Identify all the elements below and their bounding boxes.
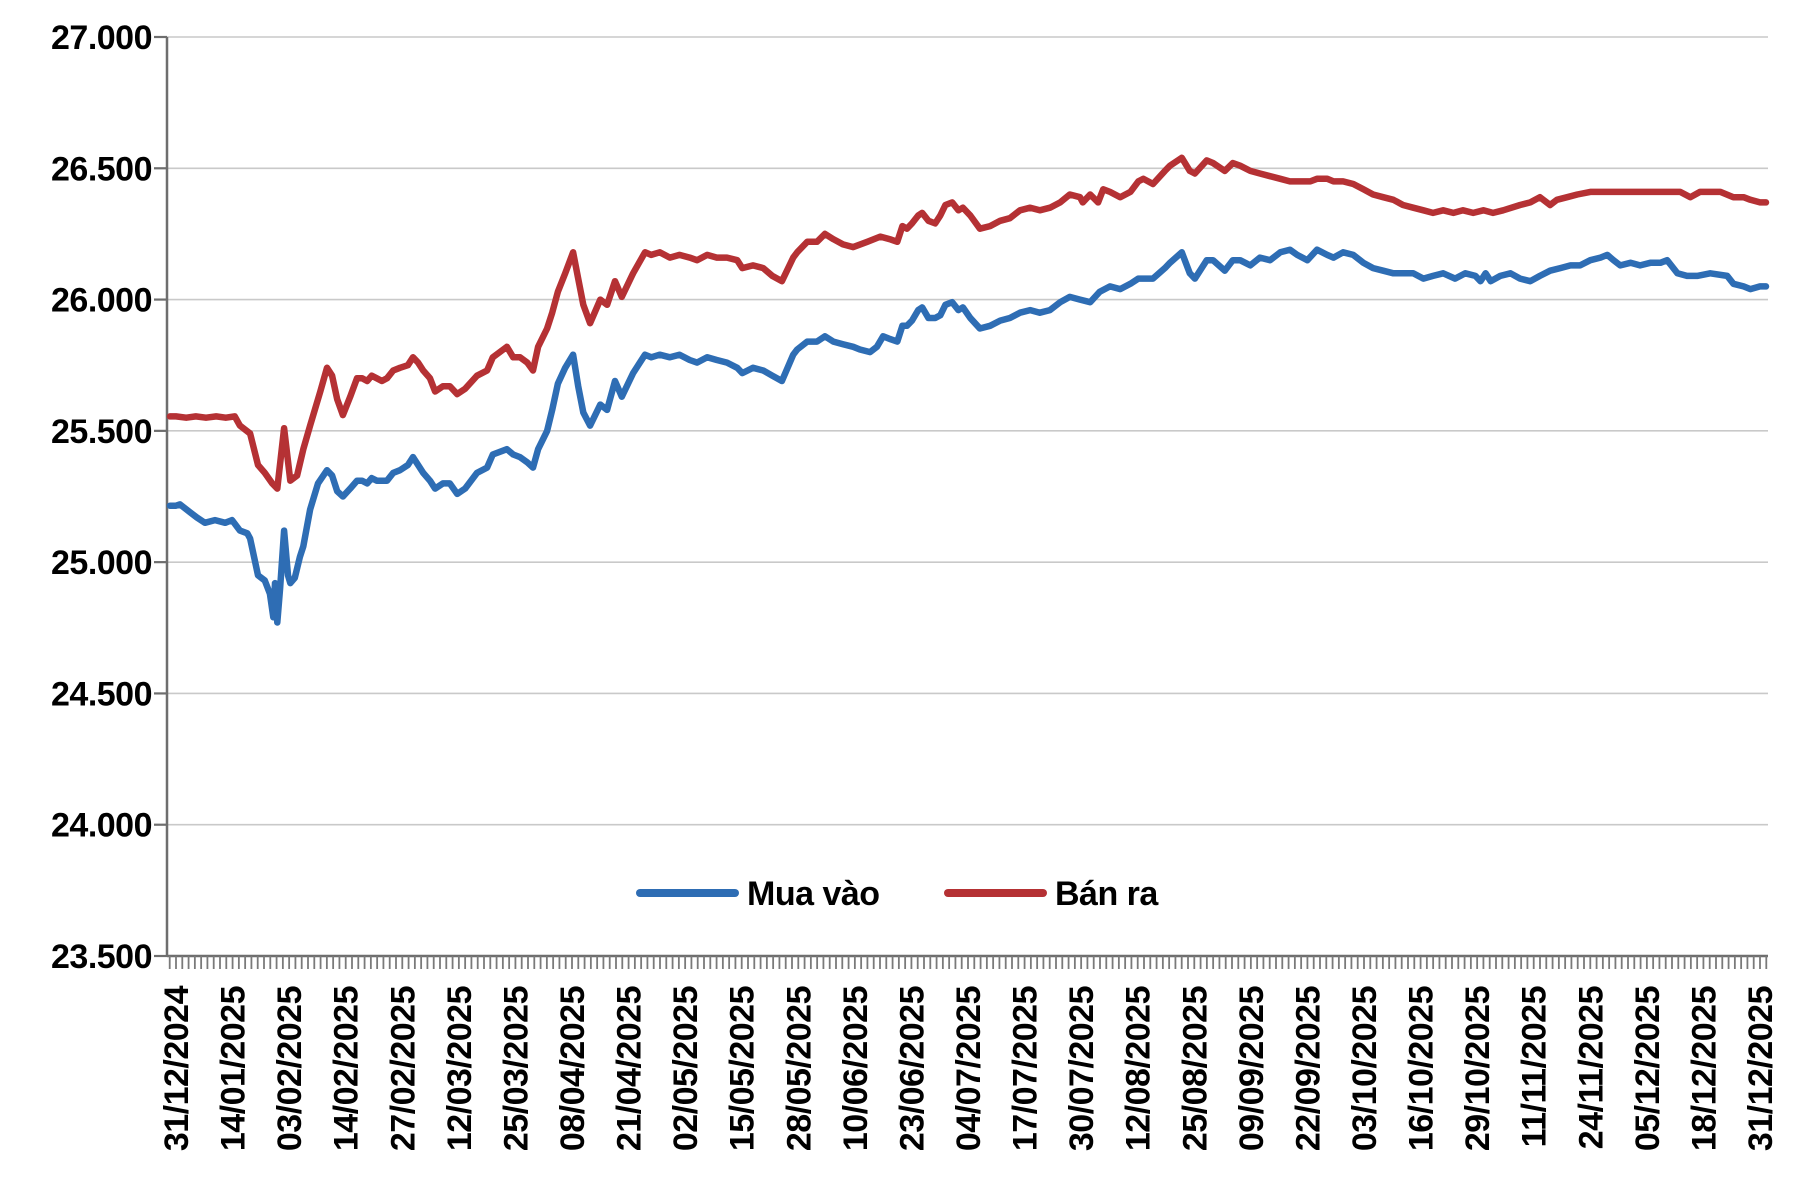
y-axis-tick-label: 27.000 [51, 19, 152, 57]
x-axis-tick-label: 08/04/2025 [554, 986, 592, 1151]
y-axis-tick-label: 23.500 [51, 938, 152, 976]
y-axis-tick-label: 25.500 [51, 413, 152, 451]
x-axis-tick-label: 31/12/2025 [1742, 986, 1780, 1151]
x-axis-tick-label: 09/09/2025 [1233, 986, 1271, 1151]
legend-label-mua-vao: Mua vào [747, 875, 880, 913]
x-axis-tick-label: 02/05/2025 [667, 986, 705, 1151]
x-axis-tick-label: 12/08/2025 [1120, 986, 1158, 1151]
x-axis-tick-label: 15/05/2025 [724, 986, 762, 1151]
legend-label-ban-ra: Bán ra [1055, 875, 1159, 913]
x-axis-tick-label: 25/08/2025 [1176, 986, 1214, 1151]
x-axis-tick-label: 14/02/2025 [328, 986, 366, 1151]
x-axis-tick-label: 03/02/2025 [271, 986, 309, 1151]
x-axis-tick-label: 04/07/2025 [950, 986, 988, 1151]
x-axis-tick-label: 30/07/2025 [1063, 986, 1101, 1151]
y-axis-tick-label: 25.000 [51, 544, 152, 582]
x-axis-tick-label: 29/10/2025 [1459, 986, 1497, 1151]
x-axis-tick-label: 14/01/2025 [215, 986, 253, 1151]
x-axis-tick-label: 10/06/2025 [837, 986, 875, 1151]
x-axis-tick-label: 05/12/2025 [1629, 986, 1667, 1151]
y-axis-tick-label: 24.500 [51, 675, 152, 713]
x-axis-tick-label: 21/04/2025 [611, 986, 649, 1151]
x-axis-tick-label: 11/11/2025 [1516, 986, 1554, 1147]
y-axis-tick-label: 26.500 [51, 150, 152, 188]
x-axis-tick-label: 28/05/2025 [780, 986, 818, 1151]
x-axis-tick-label: 23/06/2025 [893, 986, 931, 1151]
x-axis-tick-label: 12/03/2025 [441, 986, 479, 1151]
series-line-mua-vao [166, 246, 1770, 626]
x-axis-tick-label: 18/12/2025 [1685, 986, 1723, 1151]
x-axis-tick-label: 31/12/2024 [158, 985, 196, 1151]
x-axis-tick-label: 16/10/2025 [1403, 986, 1441, 1151]
series-line-ban-ra [166, 154, 1770, 492]
x-axis-tick-label: 25/03/2025 [497, 986, 535, 1151]
x-axis-tick-label: 17/07/2025 [1007, 986, 1045, 1151]
y-axis-tick-label: 24.000 [51, 807, 152, 845]
x-axis-tick-label: 03/10/2025 [1346, 986, 1384, 1151]
y-axis-tick-label: 26.000 [51, 282, 152, 320]
x-axis-tick-label: 27/02/2025 [384, 986, 422, 1151]
x-axis-tick-label: 24/11/2025 [1572, 986, 1610, 1149]
x-axis-tick-label: 22/09/2025 [1289, 986, 1327, 1151]
